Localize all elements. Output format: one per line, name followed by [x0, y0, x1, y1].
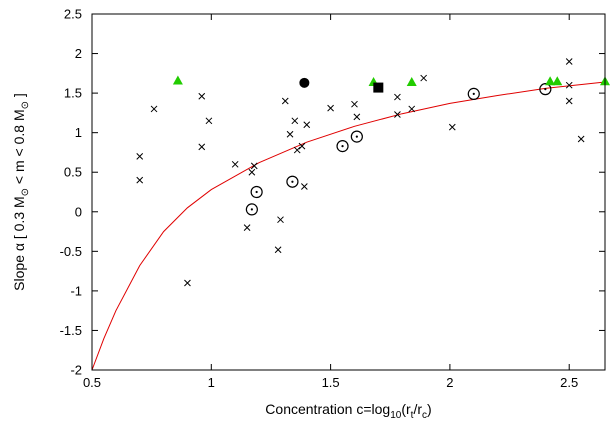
cross-marker: [565, 97, 573, 105]
x-tick-label: 1.5: [322, 375, 340, 390]
cross-marker: [250, 162, 258, 170]
cross-marker: [231, 160, 239, 168]
cross-marker: [394, 93, 401, 101]
cross-marker: [277, 216, 284, 224]
cross-marker: [408, 105, 416, 113]
marker-ring: [245, 203, 258, 216]
marker-ring: [350, 130, 363, 143]
circle-dot-marker: [467, 87, 480, 101]
cross-marker: [205, 117, 213, 125]
x-tick-label: 2.5: [560, 375, 578, 390]
y-tick-label: -1.5: [60, 323, 82, 338]
marker-dot: [341, 145, 344, 148]
ticks: [91, 13, 605, 371]
circle-dot-marker: [350, 130, 363, 143]
circle-dot-marker: [286, 175, 299, 188]
y-tick-label: -1: [70, 283, 82, 298]
y-tick-label: -2: [70, 363, 82, 378]
cross-marker: [394, 111, 401, 118]
fit-curve: [91, 81, 606, 371]
cross-marker: [565, 58, 573, 65]
triangle-marker: [545, 76, 556, 86]
marker-dot: [544, 88, 547, 91]
y-tick-label: 1.5: [64, 86, 82, 101]
cross-marker: [291, 117, 299, 125]
cross-marker: [327, 104, 334, 112]
triangle-marker: [172, 75, 183, 85]
marker-ring: [467, 87, 480, 101]
cross-marker: [286, 130, 294, 138]
y-tick-label: 1: [75, 125, 82, 140]
circle-dot-marker: [336, 140, 349, 153]
cross-marker: [136, 176, 144, 184]
cross-marker: [353, 113, 361, 121]
cross-marker: [448, 123, 456, 131]
cross-marker: [565, 81, 573, 89]
cross-marker: [303, 121, 311, 129]
tick-labels: 0.5 1 1.5 2 2.5 -2 -1.5 -1 -0.5 0 0.5 1 1.5 2 2.5: [60, 7, 579, 391]
plot-frame: [91, 13, 606, 371]
cross-marker: [243, 224, 251, 231]
y-axis-label: Slope α [ 0.3 M⊙ < m < 0.8 M⊙ ]: [11, 93, 31, 291]
cross-marker: [136, 153, 144, 160]
marker-dot: [291, 180, 294, 183]
y-tick-label: 0: [75, 204, 82, 219]
cross-marker: [301, 183, 308, 190]
circle-dot-marker: [539, 83, 552, 96]
cross-marker: [298, 142, 306, 150]
y-tick-label: 2.5: [64, 7, 82, 22]
filled-square-marker: [373, 82, 384, 93]
y-tick-label: 2: [75, 46, 82, 61]
marker-dot: [355, 135, 358, 138]
cross-marker: [198, 143, 206, 151]
circle-dot-marker: [250, 185, 263, 199]
x-axis-label: Concentration c=log10(rt/rc): [265, 401, 431, 421]
cross-marker: [281, 97, 289, 105]
cross-marker: [577, 135, 585, 143]
x-tick-label: 1: [208, 375, 215, 390]
cross-marker: [150, 105, 158, 113]
cross-marker: [293, 146, 301, 154]
marker-dot: [472, 92, 475, 96]
circle-dot-marker: [245, 203, 258, 216]
marker-dot: [255, 190, 258, 194]
cross-marker: [420, 74, 428, 82]
cross-marker: [351, 100, 358, 108]
x-tick-label: 0.5: [83, 375, 101, 390]
filled-circle-marker: [299, 77, 310, 88]
cross-marker: [184, 279, 191, 287]
marker-ring: [336, 140, 349, 153]
cross-marker: [274, 246, 282, 254]
y-tick-label: -0.5: [60, 244, 82, 259]
x-tick-label: 2: [446, 375, 453, 390]
cross-marker: [198, 92, 206, 100]
plot-content: [91, 58, 610, 371]
marker-ring: [286, 175, 299, 188]
y-tick-label: 0.5: [64, 165, 82, 180]
marker-ring: [250, 185, 263, 199]
marker-dot: [250, 208, 253, 211]
marker-ring: [539, 83, 552, 96]
cross-marker: [248, 168, 256, 176]
triangle-marker: [552, 76, 563, 86]
triangle-marker: [406, 77, 417, 87]
